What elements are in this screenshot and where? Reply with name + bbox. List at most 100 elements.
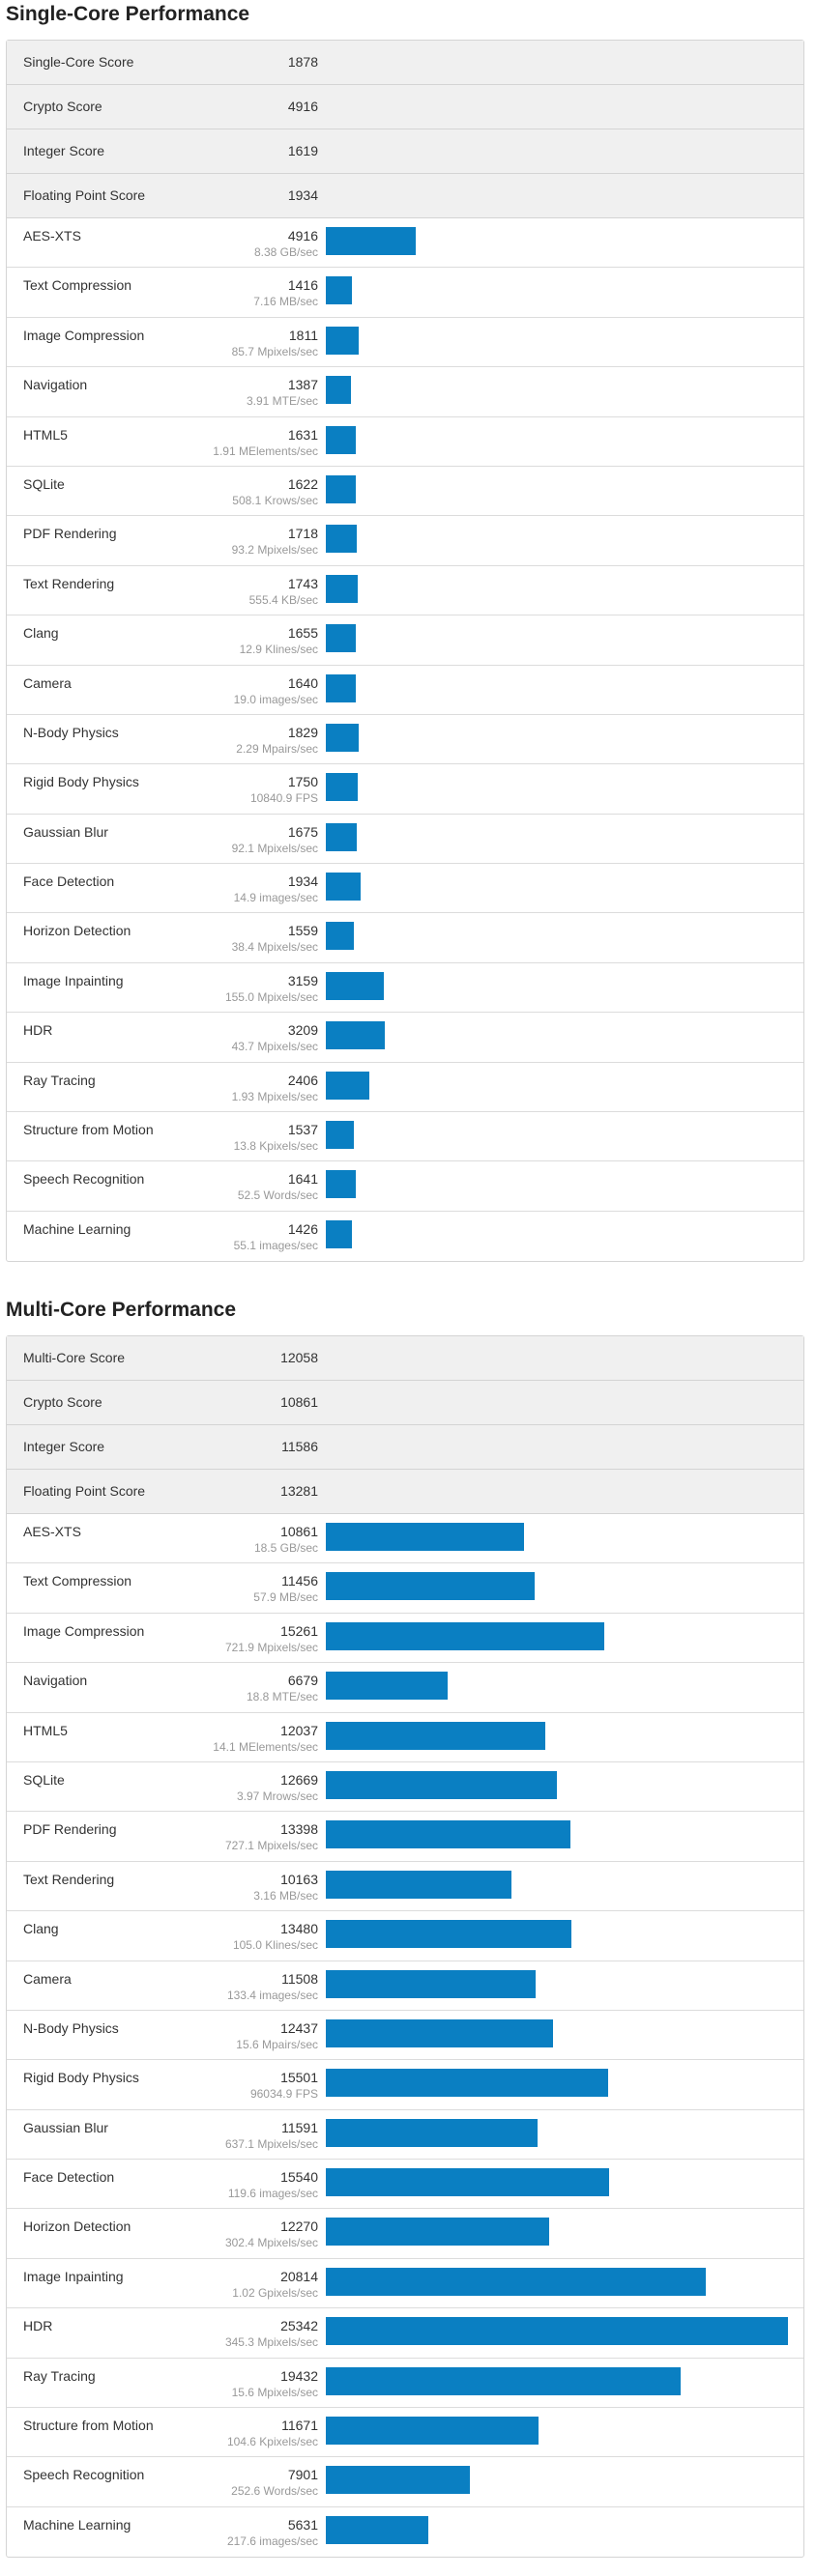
benchmark-row: Clang 13480 105.0 Klines/sec bbox=[7, 1911, 803, 1961]
benchmark-score: 25342 bbox=[280, 2318, 318, 2334]
benchmark-row: Machine Learning 1426 55.1 images/sec bbox=[7, 1212, 803, 1261]
benchmark-name: Navigation bbox=[23, 1673, 88, 1689]
benchmark-row: Image Compression 15261 721.9 Mpixels/sec bbox=[7, 1614, 803, 1664]
benchmark-row: N-Body Physics 12437 15.6 Mpairs/sec bbox=[7, 2011, 803, 2061]
benchmark-rate: 93.2 Mpixels/sec bbox=[231, 543, 318, 558]
benchmark-name: Image Inpainting bbox=[23, 972, 124, 988]
benchmark-rate: 14.9 images/sec bbox=[233, 891, 318, 905]
benchmark-score: 10163 bbox=[280, 1871, 318, 1887]
benchmark-row: Text Compression 1416 7.16 MB/sec bbox=[7, 268, 803, 318]
benchmark-rate: 155.0 Mpixels/sec bbox=[224, 989, 318, 1004]
benchmark-name: Text Rendering bbox=[23, 1871, 115, 1887]
benchmark-score: 7901 bbox=[287, 2467, 318, 2483]
benchmark-rate: 1.93 Mpixels/sec bbox=[231, 1089, 318, 1103]
benchmark-row: Speech Recognition 1641 52.5 Words/sec bbox=[7, 1161, 803, 1212]
score-bar bbox=[326, 1672, 448, 1701]
benchmark-name: Machine Learning bbox=[23, 2516, 131, 2533]
summary-row: Integer Score 11586 bbox=[7, 1425, 803, 1470]
benchmark-name: AES-XTS bbox=[23, 1524, 81, 1539]
summary-label: Crypto Score bbox=[23, 99, 102, 114]
benchmark-rate: 3.91 MTE/sec bbox=[246, 394, 318, 409]
benchmark-name: PDF Rendering bbox=[23, 1821, 117, 1838]
score-bar bbox=[326, 2267, 706, 2296]
benchmark-row: Ray Tracing 19432 15.6 Mpixels/sec bbox=[7, 2359, 803, 2409]
benchmark-name: AES-XTS bbox=[23, 228, 81, 243]
benchmark-name: Camera bbox=[23, 674, 72, 691]
benchmark-name: Image Compression bbox=[23, 327, 145, 343]
summary-value: 12058 bbox=[280, 1350, 318, 1365]
benchmark-rate: 85.7 Mpixels/sec bbox=[231, 344, 318, 358]
benchmark-name: Text Rendering bbox=[23, 575, 115, 591]
benchmark-score: 11671 bbox=[281, 2418, 318, 2434]
benchmark-row: Horizon Detection 1559 38.4 Mpixels/sec bbox=[7, 913, 803, 963]
benchmark-name: Ray Tracing bbox=[23, 2367, 96, 2384]
benchmark-score: 1829 bbox=[287, 724, 318, 740]
summary-label: Crypto Score bbox=[23, 1394, 102, 1410]
benchmark-row: SQLite 12669 3.97 Mrows/sec bbox=[7, 1762, 803, 1813]
benchmark-row: HDR 3209 43.7 Mpixels/sec bbox=[7, 1013, 803, 1063]
score-bar bbox=[326, 1121, 354, 1150]
benchmark-rate: 96034.9 FPS bbox=[249, 2087, 318, 2102]
benchmark-score: 5631 bbox=[287, 2516, 318, 2533]
benchmark-score: 1622 bbox=[287, 475, 318, 492]
summary-row: Crypto Score 4916 bbox=[7, 85, 803, 129]
benchmark-rate: 18.5 GB/sec bbox=[253, 1541, 318, 1555]
benchmark-rate: 57.9 MB/sec bbox=[253, 1590, 318, 1605]
benchmark-rate: 14.1 MElements/sec bbox=[213, 1739, 318, 1754]
score-bar bbox=[326, 1572, 535, 1601]
benchmark-rate: 252.6 Words/sec bbox=[231, 2484, 318, 2499]
summary-label: Single-Core Score bbox=[23, 54, 134, 70]
benchmark-rate: 18.8 MTE/sec bbox=[246, 1690, 318, 1704]
score-bar bbox=[326, 2168, 609, 2197]
summary-row: Floating Point Score 1934 bbox=[7, 174, 803, 218]
benchmark-rate: 637.1 Mpixels/sec bbox=[224, 2136, 318, 2151]
benchmark-score: 12037 bbox=[280, 1722, 318, 1738]
summary-label: Floating Point Score bbox=[23, 1483, 146, 1499]
benchmark-score: 1655 bbox=[287, 625, 318, 642]
summary-row: Integer Score 1619 bbox=[7, 129, 803, 174]
score-bar bbox=[326, 2018, 553, 2047]
benchmark-score: 1631 bbox=[287, 426, 318, 443]
benchmark-rate: 217.6 images/sec bbox=[226, 2533, 318, 2548]
benchmark-name: Structure from Motion bbox=[23, 1122, 154, 1138]
benchmark-name: SQLite bbox=[23, 1771, 65, 1788]
benchmark-row: Clang 1655 12.9 Klines/sec bbox=[7, 615, 803, 666]
score-bar bbox=[326, 1770, 557, 1799]
score-bar bbox=[326, 673, 356, 702]
summary-value: 1619 bbox=[287, 143, 318, 158]
benchmark-score: 1675 bbox=[287, 823, 318, 840]
benchmark-name: Speech Recognition bbox=[23, 2467, 145, 2483]
benchmark-name: HDR bbox=[23, 1022, 53, 1039]
benchmark-row: Structure from Motion 1537 13.8 Kpixels/se… bbox=[7, 1112, 803, 1162]
benchmark-name: Rigid Body Physics bbox=[23, 774, 139, 790]
score-bar bbox=[326, 723, 359, 752]
benchmark-name: PDF Rendering bbox=[23, 526, 117, 542]
summary-value: 4916 bbox=[287, 99, 318, 114]
summary-row: Crypto Score 10861 bbox=[7, 1381, 803, 1425]
benchmark-score: 1641 bbox=[287, 1171, 318, 1188]
benchmark-score: 6679 bbox=[287, 1673, 318, 1689]
score-bar bbox=[326, 971, 384, 1000]
benchmark-name: N-Body Physics bbox=[23, 2019, 119, 2036]
score-bar bbox=[326, 1071, 369, 1100]
summary-value: 10861 bbox=[280, 1394, 318, 1410]
benchmark-score: 15540 bbox=[280, 2169, 318, 2186]
benchmark-rate: 15.6 Mpixels/sec bbox=[231, 2385, 318, 2399]
benchmark-row: Image Compression 1811 85.7 Mpixels/sec bbox=[7, 318, 803, 368]
benchmark-name: Navigation bbox=[23, 377, 88, 393]
benchmark-score: 1559 bbox=[287, 923, 318, 939]
benchmark-score: 11508 bbox=[281, 1970, 318, 1987]
multi-core-benchmarks: AES-XTS 10861 18.5 GB/sec Text Compression 1… bbox=[7, 1514, 803, 2557]
benchmark-score: 1426 bbox=[287, 1220, 318, 1237]
benchmark-row: PDF Rendering 13398 727.1 Mpixels/sec bbox=[7, 1812, 803, 1862]
benchmark-row: Structure from Motion 11671 104.6 Kpixels/… bbox=[7, 2408, 803, 2458]
summary-value: 11586 bbox=[281, 1439, 318, 1454]
summary-row: Multi-Core Score 12058 bbox=[7, 1336, 803, 1381]
benchmark-score: 1750 bbox=[287, 774, 318, 790]
benchmark-name: Image Compression bbox=[23, 1622, 145, 1639]
score-bar bbox=[326, 773, 358, 802]
benchmark-row: Gaussian Blur 11591 637.1 Mpixels/sec bbox=[7, 2110, 803, 2161]
benchmark-rate: 8.38 GB/sec bbox=[253, 245, 318, 259]
single-core-title: Single-Core Performance bbox=[6, 3, 250, 25]
score-bar bbox=[326, 822, 357, 851]
